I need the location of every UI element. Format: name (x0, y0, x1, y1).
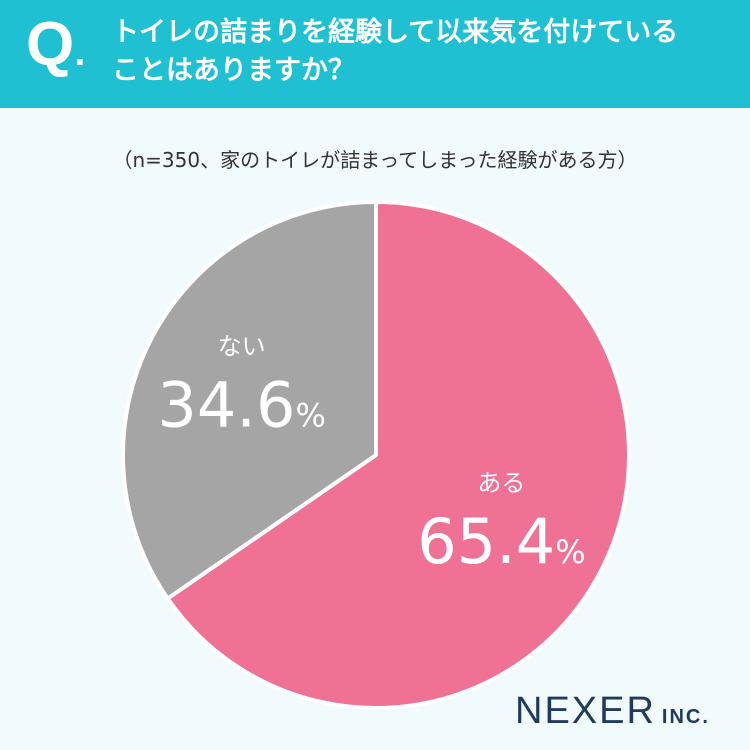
slice-value-label: 34.6% (157, 368, 325, 441)
logo-main: NEXER (515, 690, 656, 732)
slice-category-label: ある (477, 469, 525, 497)
question-line-1: トイレの詰まりを経験して以来気を付けている (112, 17, 679, 48)
q-letter: Q (26, 10, 75, 79)
pie-slice-nai (121, 200, 378, 601)
logo-sub: INC. (661, 706, 710, 728)
slice-category-label: ない (218, 332, 266, 360)
question-text: トイレの詰まりを経験して以来気を付けている ことはありますか？ (112, 14, 732, 90)
q-mark: Q. (26, 14, 85, 76)
q-dot: . (74, 30, 86, 74)
question-line-2: ことはありますか？ (112, 55, 355, 86)
pie-slice-aru (165, 200, 631, 710)
sample-note: （n=350、家のトイレが詰まってしまった経験がある方） (112, 148, 638, 172)
slice-value-label: 65.4% (417, 505, 585, 578)
nexer-logo: NEXER INC. (515, 690, 710, 733)
question-banner: Q. トイレの詰まりを経験して以来気を付けている ことはありますか？ (0, 0, 750, 108)
